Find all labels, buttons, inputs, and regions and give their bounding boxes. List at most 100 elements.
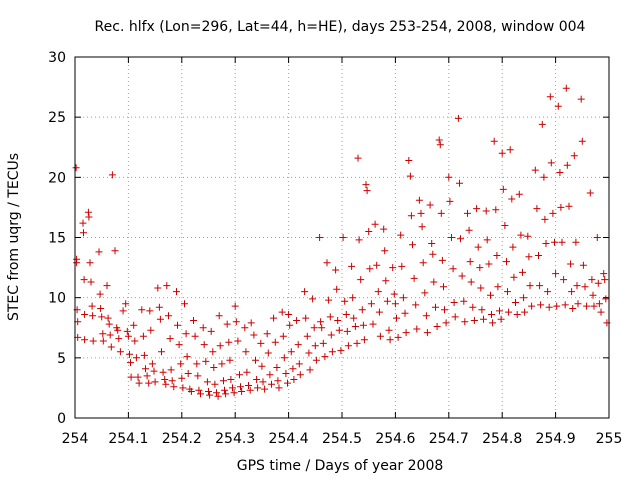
data-point: [538, 120, 546, 128]
data-point: [209, 348, 217, 356]
data-point: [108, 171, 116, 179]
data-point: [97, 305, 105, 312]
data-point: [159, 368, 167, 376]
data-point: [231, 302, 239, 310]
x-tick-label: 254: [62, 431, 89, 447]
data-point: [496, 307, 503, 315]
data-point: [150, 367, 158, 375]
data-point: [253, 376, 261, 383]
data-point: [583, 302, 591, 310]
data-point: [473, 205, 481, 213]
data-point: [343, 327, 351, 335]
data-point: [567, 260, 575, 268]
x-tick-label: 254.4: [269, 431, 309, 447]
data-point: [391, 300, 399, 308]
data-point: [497, 315, 505, 323]
data-point: [294, 341, 302, 349]
data-point: [103, 282, 111, 290]
data-point: [243, 368, 251, 376]
data-point: [285, 311, 293, 318]
data-point: [380, 225, 388, 233]
data-point: [595, 300, 603, 308]
data-point: [167, 366, 175, 374]
data-point: [357, 276, 365, 284]
data-point: [354, 154, 362, 162]
y-tick-label: 25: [48, 110, 66, 126]
data-point: [191, 332, 199, 340]
data-point: [393, 314, 400, 322]
data-point: [399, 294, 407, 302]
data-point: [448, 234, 455, 241]
data-point: [99, 330, 107, 338]
data-point: [328, 348, 336, 356]
data-point: [214, 392, 222, 400]
data-point: [457, 235, 464, 243]
data-point: [499, 185, 507, 193]
data-point: [311, 342, 319, 350]
data-point: [206, 391, 214, 399]
data-point: [193, 360, 201, 368]
data-point: [119, 307, 127, 315]
data-point: [259, 378, 267, 386]
y-tick-label: 30: [48, 50, 66, 66]
data-point: [263, 330, 271, 338]
data-point: [222, 390, 230, 398]
data-point: [501, 222, 509, 229]
data-point: [341, 297, 349, 305]
data-point: [442, 319, 450, 327]
data-point: [232, 318, 240, 326]
data-point: [552, 270, 560, 278]
data-point: [306, 366, 314, 374]
data-point: [273, 364, 281, 371]
data-point: [367, 300, 375, 308]
data-point: [537, 301, 545, 309]
data-point: [87, 278, 95, 286]
data-point: [225, 338, 233, 346]
data-point: [98, 313, 106, 321]
data-point: [581, 283, 589, 291]
data-point: [111, 247, 119, 255]
data-point: [170, 383, 178, 391]
data-point: [440, 283, 447, 291]
data-point: [373, 261, 381, 269]
data-point: [519, 268, 526, 276]
data-point: [498, 149, 506, 157]
data-point: [382, 277, 390, 285]
data-point: [406, 172, 414, 180]
data-point: [96, 290, 104, 298]
data-point: [520, 294, 528, 302]
data-point: [104, 314, 112, 322]
data-point: [166, 335, 174, 343]
data-point: [216, 342, 224, 350]
data-point: [478, 306, 486, 314]
data-point: [398, 262, 406, 270]
data-point: [252, 356, 259, 364]
data-point: [483, 236, 491, 244]
data-point: [247, 319, 255, 327]
data-point: [106, 331, 114, 339]
data-point: [365, 228, 373, 235]
data-point: [394, 333, 402, 341]
data-point: [295, 360, 303, 368]
data-point: [578, 137, 586, 145]
data-point: [81, 336, 89, 344]
data-point: [130, 321, 138, 329]
data-point: [270, 314, 278, 322]
data-point: [116, 348, 124, 356]
data-point: [226, 356, 234, 364]
data-point: [132, 354, 140, 362]
data-point: [490, 137, 498, 145]
data-point: [99, 337, 107, 345]
data-point: [487, 291, 494, 299]
data-point: [257, 339, 265, 347]
y-tick-label: 10: [48, 291, 66, 307]
data-point: [572, 238, 580, 246]
data-point: [344, 342, 352, 350]
data-point: [107, 343, 115, 351]
data-point: [279, 332, 287, 340]
data-point: [467, 278, 475, 286]
data-point: [426, 201, 434, 209]
x-tick-label: 254.9: [536, 431, 576, 447]
data-point: [287, 348, 295, 356]
data-point: [600, 270, 608, 278]
